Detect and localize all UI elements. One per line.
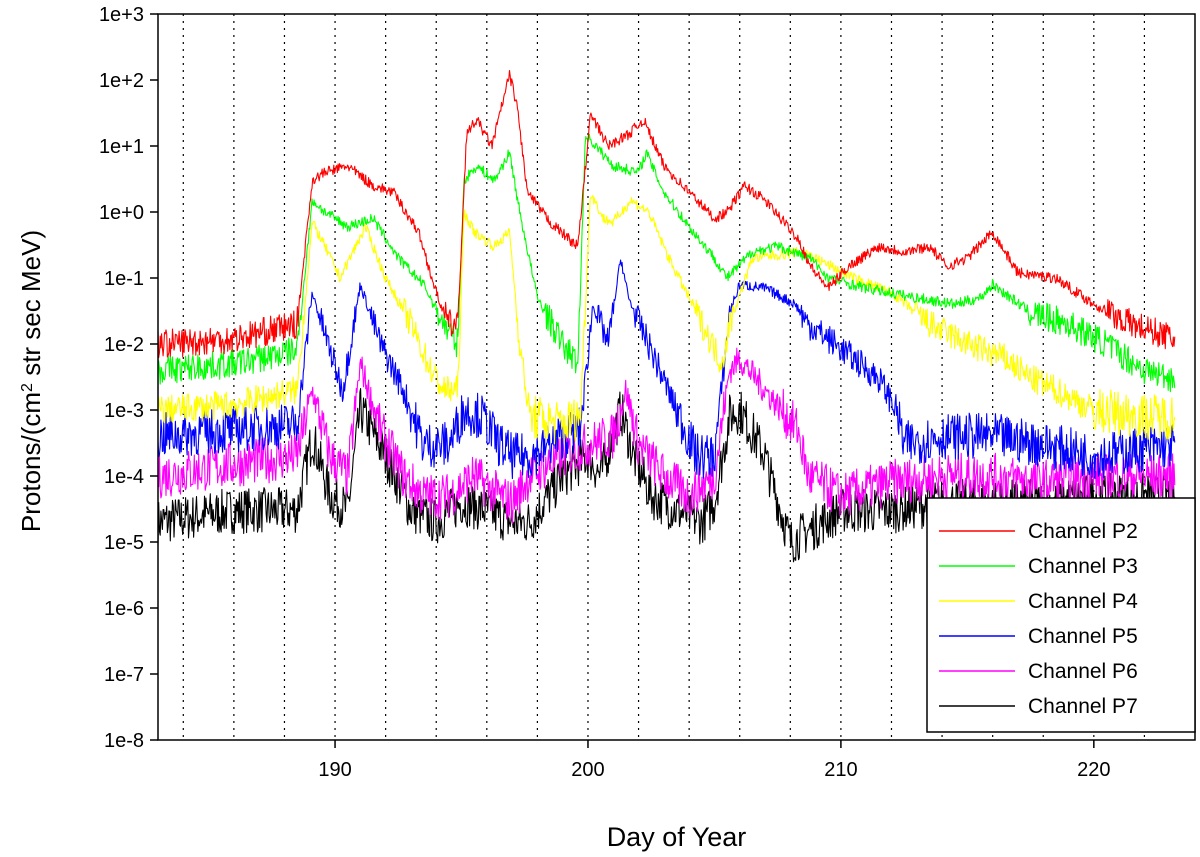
legend-label: Channel P3 [1028,555,1138,578]
y-tick-label: 1e+1 [99,136,144,158]
series-line-channel-p3 [157,133,1176,393]
x-tick-label: 200 [571,759,604,781]
y-tick-label: 1e+3 [99,4,144,26]
legend-label: Channel P4 [1028,590,1138,613]
y-tick-label: 1e-5 [104,532,144,554]
series-line-channel-p6 [157,347,1176,525]
plot-frame [157,13,1196,741]
series-line-channel-p5 [157,259,1176,480]
y-tick-label: 1e-2 [104,334,144,356]
y-tick-label: 1e-8 [104,730,144,752]
x-tick-label: 220 [1077,759,1110,781]
y-tick-label: 1e+0 [99,202,144,224]
x-axis-label: Day of Year [607,822,747,852]
y-tick-label: 1e-7 [104,664,144,686]
y-tick-label: 1e-4 [104,466,144,488]
legend-label: Channel P6 [1028,660,1138,683]
y-axis-ticks: 1e+3 1e+2 1e+1 1e+0 1e-1 1e-2 1e-3 1e-4 1e-5 1e-6… [99,4,158,752]
grid-lines [182,14,1146,740]
y-tick-label: 1e-6 [104,598,144,620]
legend-box [926,497,1196,733]
x-axis-ticks: 190 200 210 220 [318,740,1111,781]
legend: Channel P2 Channel P3 Channel P4 Channel P5… [926,497,1196,733]
series-layer [157,69,1176,563]
x-tick-label: 210 [824,759,857,781]
legend-label: Channel P5 [1028,625,1138,648]
series-line-channel-p4 [157,194,1176,445]
y-tick-label: 1e+2 [99,70,144,92]
y-tick-label: 1e-3 [104,400,144,422]
series-line-channel-p2 [157,69,1176,359]
y-axis-label: Protons/(cm2 str sec MeV) [16,230,46,532]
legend-label: Channel P7 [1028,695,1138,718]
y-axis-label-tail: str sec MeV) [16,230,46,383]
legend-label: Channel P2 [1028,520,1138,543]
y-axis-label-superscript: 2 [19,383,36,392]
y-tick-label: 1e-1 [104,268,144,290]
y-axis-label-main: Protons/(cm [16,392,46,532]
x-tick-label: 190 [318,759,351,781]
